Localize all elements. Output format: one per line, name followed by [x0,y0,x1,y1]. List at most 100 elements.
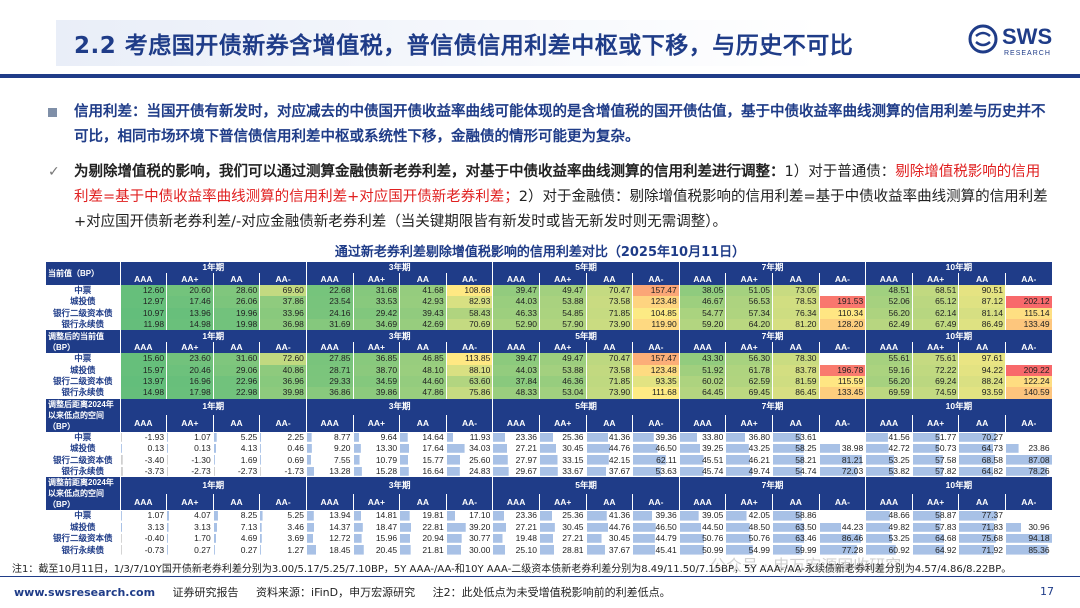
table-cell: 8.77 [306,431,354,444]
row-label: 银行二级资本债 [46,307,121,319]
table-cell: -2.73 [213,465,261,478]
table-cell: 93.35 [632,375,680,388]
table-cell: 113.85 [446,353,494,365]
table-cell: 63.50 [772,521,820,534]
rating-header: AA [772,273,820,285]
table-cell: 42.72 [865,443,913,455]
table-cell: 22.96 [213,375,261,388]
table-cell: 24.83 [446,465,494,478]
table-cell: 70.27 [958,431,1006,444]
table-cell: 85.36 [1005,544,1053,556]
table-grade-header: AAA AA+ AA AA- AAA AA+ AA AA- AAA AA+ AA AA- AAA AA+ A… [46,415,1053,432]
table-cell: 39.86 [353,387,401,399]
table-cell: 30.96 [1005,521,1053,534]
table-cell: 50.73 [912,443,960,455]
table-cell: 63.60 [446,375,494,388]
rating-header: AA+ [539,273,587,285]
table-cell: 64.45 [679,387,727,399]
rating-header: AA [958,273,1006,285]
rating-header: AA+ [166,341,214,354]
table-cell: 41.68 [399,284,447,297]
rating-header: AAA [306,493,354,511]
rating-header: AA+ [166,273,214,285]
table-cell: 26.06 [213,296,261,308]
table-row: 城投债 12.97 17.46 26.06 37.86 23.54 33.53 42.93 82… [46,296,1053,308]
rating-header: AA+ [912,415,960,432]
table-cell: 72.03 [819,465,867,478]
table-title: 通过新老券利差剔除增值税影响的信用利差对比（2025年10月11日） [334,245,746,260]
table-cell: 53.04 [539,387,587,399]
table-cell: 49.82 [865,521,913,534]
table-cell: 53.82 [865,465,913,478]
tenor-header: 3年期 [306,262,494,274]
row-label: 城投债 [46,364,121,376]
watermark: 公众号 · 申万宏源固收研究 [710,556,902,575]
table-cell: 42.15 [586,454,634,466]
table-cell: 7.55 [306,454,354,466]
rating-header: AA- [819,341,867,354]
table-cell: 36.85 [353,353,401,365]
rating-header: AAA [120,341,168,354]
table-cell: 45.51 [679,454,727,466]
table-row: 银行永续债 -0.73 0.27 0.27 1.27 18.45 20.45 21.81 30.… [46,544,1053,556]
table-cell: 39.36 [632,510,680,522]
rating-header: AA+ [725,341,773,354]
table-cell: 23.60 [166,353,214,365]
table-cell: 202.12 [1005,296,1053,308]
rating-header: AA [586,341,634,354]
table-cell: 88.10 [446,364,494,376]
table-cell: 30.00 [446,544,494,556]
table-cell: 10.97 [120,307,168,319]
table-cell: 30.45 [586,533,634,545]
table-cell: 75.61 [912,353,960,365]
table-cell: 51.05 [725,284,773,297]
table-cell: 31.60 [213,353,261,365]
rating-header: AA [399,273,447,285]
block-header-label: 调整后距离2024年以来低点的空间（BP） [46,398,121,432]
table-block-header: 当前值（BP） 1年期 3年期 5年期 7年期 10年期 [46,262,1053,285]
table-cell: 21.81 [399,544,447,556]
table-cell: 41.56 [865,431,913,444]
table-cell: 17.64 [399,443,447,455]
table-row: 银行永续债 -3.73 -2.73 -2.73 -1.73 13.28 15.28 16.64… [46,465,1053,478]
table-cell: 62.59 [725,375,773,388]
table-cell: -2.73 [166,465,214,478]
table-cell: 33.15 [539,454,587,466]
table-cell: 44.79 [632,533,680,545]
table-cell: 1.07 [120,510,168,522]
table-cell: 14.37 [306,521,354,534]
table-cell: 37.67 [586,465,634,478]
table-cell: 16.96 [166,375,214,388]
rating-header: AA [213,415,261,432]
table-cell: 11.93 [446,431,494,444]
table-cell: 53.88 [539,364,587,376]
table-cell [819,510,867,522]
table-cell: -1.30 [166,454,214,466]
table-cell: 27.21 [492,521,540,534]
rating-header: AAA [306,341,354,354]
bullet-text: 为剔除增值税的影响，我们可以通过测算金融债新老券利差，对基于中债收益率曲线测算的… [74,160,1048,235]
footer-website-link[interactable]: www.swsresearch.com [14,586,156,599]
rating-header: AA [958,415,1006,432]
table-cell: 29.06 [213,364,261,376]
table-cell: 77.37 [958,510,1006,522]
bullet-text: 信用利差：当国开债有新发时，对应减去的中债国开债收益率曲线可能体现的是含增值税的… [74,104,1046,145]
table-cell: 71.85 [586,307,634,319]
table-cell: 97.61 [958,353,1006,365]
rating-header: AA- [632,415,680,432]
tenor-header: 7年期 [679,398,867,416]
table-cell: 37.86 [259,296,307,308]
rating-header: AA- [259,493,307,511]
rating-header: AA [399,415,447,432]
table-cell: 58.87 [912,510,960,522]
row-label: 银行永续债 [46,387,121,399]
table-cell: 39.47 [492,353,540,365]
rating-header: AA- [1005,273,1053,285]
table-cell: 73.58 [586,364,634,376]
table-cell: 39.98 [259,387,307,399]
table-block-header: 调整后距离2024年以来低点的空间（BP） 1年期 3年期 5年期 7年期 10年期 [46,398,1053,432]
rating-header: AAA [306,273,354,285]
table-cell: 28.71 [306,364,354,376]
rating-header: AA [772,341,820,354]
table-cell: 48.51 [865,284,913,297]
